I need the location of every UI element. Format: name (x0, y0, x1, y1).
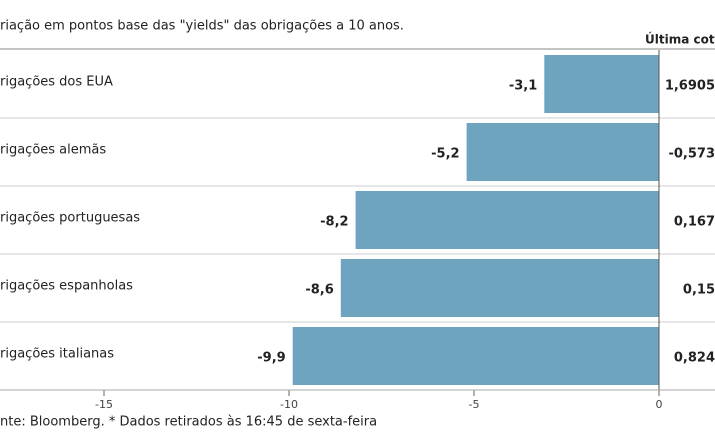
last-quote: 0,824 (674, 351, 715, 366)
x-tick-label: -5 (469, 398, 480, 411)
x-tick-label: -15 (95, 398, 113, 411)
last-quote: -0,573 (668, 147, 715, 162)
value-label: -8,2 (320, 215, 348, 230)
last-quote: 0,167 (674, 215, 715, 230)
bar (292, 327, 659, 385)
last-quote: 1,6905 (665, 79, 715, 94)
category-label: rigações espanholas (0, 279, 133, 294)
value-label: -9,9 (257, 351, 285, 366)
category-label: rigações italianas (0, 347, 114, 362)
last-quote: 0,15 (683, 283, 715, 298)
bar (466, 123, 659, 181)
bar (544, 55, 659, 113)
bar (355, 191, 659, 249)
chart-title: riação em pontos base das "yields" das o… (0, 19, 404, 34)
category-label: rigações portuguesas (0, 211, 140, 226)
value-label: -8,6 (305, 283, 333, 298)
category-label: rigações dos EUA (0, 75, 113, 90)
value-label: -5,2 (431, 147, 459, 162)
x-tick-label: -10 (280, 398, 298, 411)
value-label: -3,1 (509, 79, 537, 94)
x-tick-label: 0 (656, 398, 663, 411)
bar (340, 259, 659, 317)
category-label: rigações alemãs (0, 143, 106, 158)
column-header: Última cotaç (645, 32, 715, 47)
source-note: nte: Bloomberg. * Dados retirados às 16:… (0, 415, 377, 430)
